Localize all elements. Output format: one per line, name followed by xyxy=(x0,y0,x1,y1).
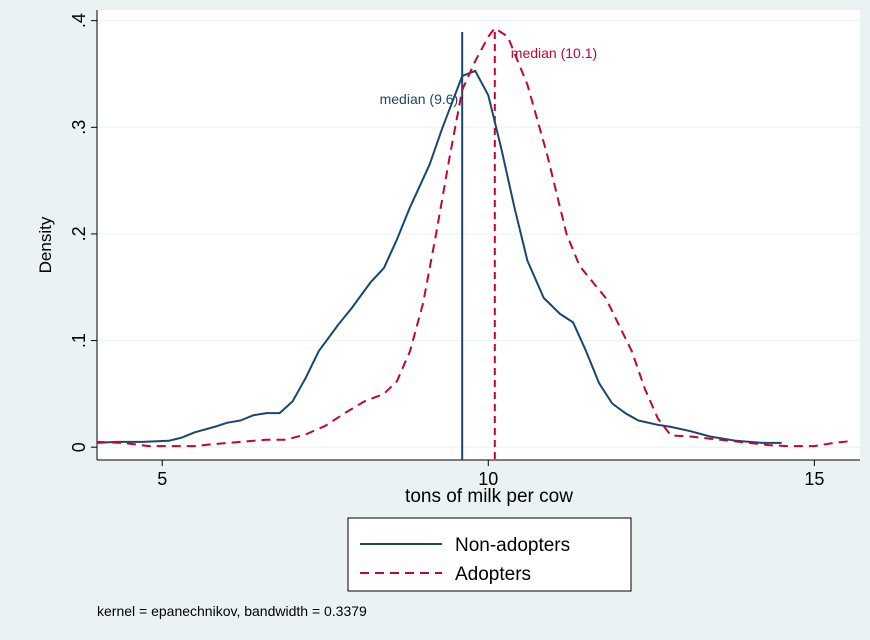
legend-label-non-adopters: Non-adopters xyxy=(455,535,570,556)
y-tick-label: .4 xyxy=(69,13,89,28)
kernel-note: kernel = epanechnikov, bandwidth = 0.337… xyxy=(97,603,367,619)
axes xyxy=(91,10,860,466)
y-axis-label: Density xyxy=(36,216,55,273)
median-label: median (9.6) xyxy=(380,91,459,107)
median-lines: median (9.6) median (10.1) xyxy=(380,32,597,460)
legend-box xyxy=(347,517,632,592)
x-tick-label: 5 xyxy=(157,469,167,489)
non-adopters-density-line xyxy=(96,69,782,444)
y-tick-label: 0 xyxy=(69,442,89,452)
median-label: median (10.1) xyxy=(511,45,597,61)
y-tick-label: .3 xyxy=(69,120,89,135)
y-tick-label: .1 xyxy=(69,333,89,348)
legend: Non-adopters Adopters xyxy=(347,517,632,592)
plot-area xyxy=(97,10,860,460)
tick-labels: 0 .1 .2 .3 .4 5 10 15 xyxy=(69,13,824,489)
x-tick-label: 10 xyxy=(478,469,498,489)
legend-label-adopters: Adopters xyxy=(455,564,531,585)
x-axis-label: tons of milk per cow xyxy=(405,486,573,507)
x-tick-label: 15 xyxy=(804,469,824,489)
density-series xyxy=(96,27,854,448)
y-tick-label: .2 xyxy=(69,226,89,241)
adopters-density-line xyxy=(96,27,854,448)
grid-lines xyxy=(97,20,860,448)
